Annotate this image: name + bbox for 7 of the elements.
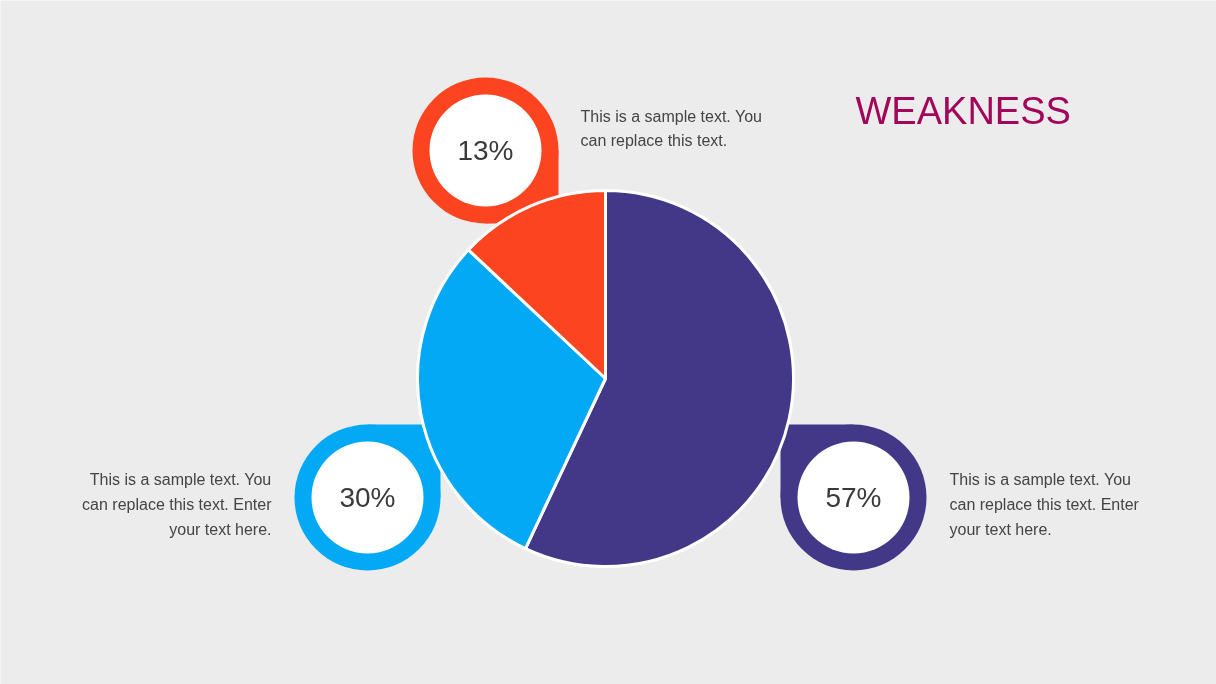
text: WEAKNESS	[855, 89, 1071, 132]
data-label: 30%	[339, 482, 396, 513]
data-label: 57%	[825, 482, 882, 513]
data-label: 13%	[457, 135, 514, 166]
text: This is a sample text. You can replace this text.	[580, 107, 762, 150]
text: This is a sample text. You can replace this text. Enter your text here.	[82, 471, 273, 538]
text: This is a sample text. You can replace this text. Enter your text here.	[949, 471, 1140, 538]
